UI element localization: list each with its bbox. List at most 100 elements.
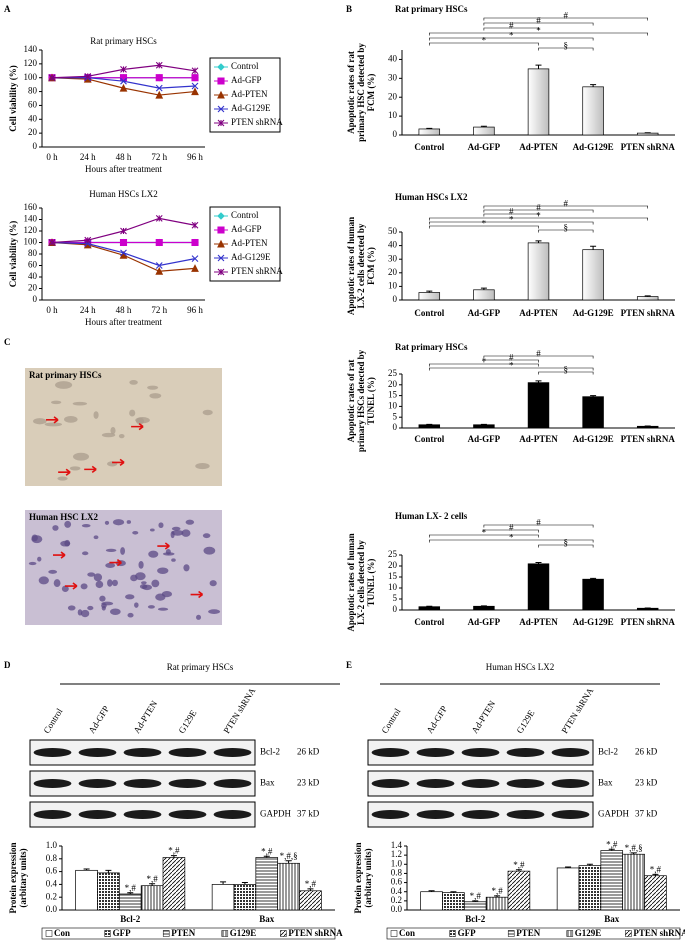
error-bar	[590, 245, 597, 250]
y-tick-label: 15	[388, 571, 398, 581]
marker	[217, 268, 225, 276]
y-tick-label: 20	[388, 91, 398, 101]
marker	[217, 63, 225, 71]
cell	[118, 433, 125, 439]
bar	[485, 896, 509, 911]
blot-band	[168, 779, 207, 788]
chart-title: Rat primary HSCs	[167, 662, 234, 672]
y-tick-label: 40	[28, 113, 38, 123]
arrow	[112, 458, 125, 467]
x-tick-label: 48 h	[116, 305, 132, 315]
significance-bracket	[483, 355, 594, 359]
arrow	[58, 468, 71, 476]
bar	[644, 875, 667, 911]
cell	[87, 572, 96, 577]
cell	[60, 540, 71, 547]
significance-bracket	[483, 209, 594, 213]
y-tick-label: 40	[388, 54, 398, 64]
blot-band	[416, 748, 455, 757]
marker	[191, 87, 199, 96]
bar	[473, 605, 495, 611]
blot-band	[213, 748, 252, 757]
bar	[636, 296, 659, 301]
y-tick-label: 0.0	[391, 904, 403, 914]
significance-bracket	[538, 544, 594, 548]
significance-bracket	[483, 205, 648, 209]
marker	[155, 90, 164, 99]
y-tick-label: 0.2	[391, 895, 402, 905]
protein-label: Bcl-2	[260, 747, 280, 757]
significance-label: #	[509, 353, 514, 363]
cell	[105, 562, 116, 568]
blot-band	[371, 779, 410, 788]
marker	[191, 264, 199, 272]
chart-title: Rat primary HSCs	[395, 342, 468, 352]
y-tick-label: 0	[393, 294, 398, 304]
cell	[93, 573, 103, 582]
significance-label: *,#	[606, 839, 618, 849]
band-size: 23 kD	[635, 778, 658, 788]
significance-bracket	[429, 37, 594, 41]
legend-label: GFP	[458, 928, 476, 938]
marker	[48, 239, 56, 246]
marker	[48, 74, 56, 82]
bar	[578, 865, 602, 911]
cell	[141, 581, 147, 585]
error-bar	[535, 240, 542, 243]
y-tick-label: 20	[28, 127, 38, 137]
arrow	[46, 416, 59, 424]
error-bar	[105, 869, 112, 873]
micrograph: Rat primary HSCs	[25, 368, 222, 486]
significance-label: #	[536, 16, 541, 26]
error-bar	[586, 863, 593, 866]
significance-label: #	[564, 199, 569, 209]
y-tick-label: 0	[393, 422, 398, 432]
legend-label: Control	[231, 61, 259, 71]
y-tick-label: 80	[28, 86, 38, 96]
x-tick-label: 96 h	[187, 152, 203, 162]
marker	[191, 221, 199, 229]
chart-title: Human HSCs LX2	[89, 189, 158, 199]
y-tick-label: 60	[28, 99, 38, 109]
y-tick-label: 10	[388, 400, 398, 410]
cell	[101, 432, 116, 438]
marker	[120, 249, 127, 257]
bar	[420, 891, 443, 911]
error-bar	[127, 892, 134, 894]
cell	[55, 381, 73, 389]
legend-box	[41, 927, 336, 940]
x-tick-label: Control	[414, 308, 444, 318]
cell	[95, 580, 104, 589]
blot-band	[78, 779, 117, 788]
micrograph: Human HSC LX2	[25, 510, 222, 625]
bar	[473, 289, 495, 301]
significance-label: #	[536, 518, 541, 528]
bar	[277, 862, 300, 911]
marker	[120, 66, 127, 73]
x-tick-label: Ad-PTEN	[519, 434, 558, 444]
panel-label: C	[4, 337, 11, 347]
y-tick-label: 10	[388, 110, 398, 120]
cell	[38, 576, 49, 585]
significance-bracket	[429, 221, 594, 225]
micrograph-image	[25, 368, 222, 486]
error-bar	[565, 866, 572, 868]
cell	[209, 580, 217, 587]
legend-swatch	[625, 930, 632, 937]
marker	[155, 214, 163, 222]
blot-band	[33, 810, 72, 819]
significance-label: *,#	[305, 879, 317, 889]
cell	[208, 609, 221, 614]
cell	[53, 579, 61, 588]
significance-label: *	[536, 26, 541, 36]
bar	[527, 382, 550, 429]
x-tick-label: Control	[414, 434, 444, 444]
significance-label: *	[509, 361, 514, 371]
blot-band	[551, 810, 590, 819]
error-bar	[652, 873, 659, 876]
legend-label: Con	[399, 928, 415, 938]
error-bar	[220, 881, 227, 885]
bar	[582, 249, 604, 301]
error-bar	[83, 868, 90, 871]
y-tick-label: 40	[388, 240, 398, 250]
